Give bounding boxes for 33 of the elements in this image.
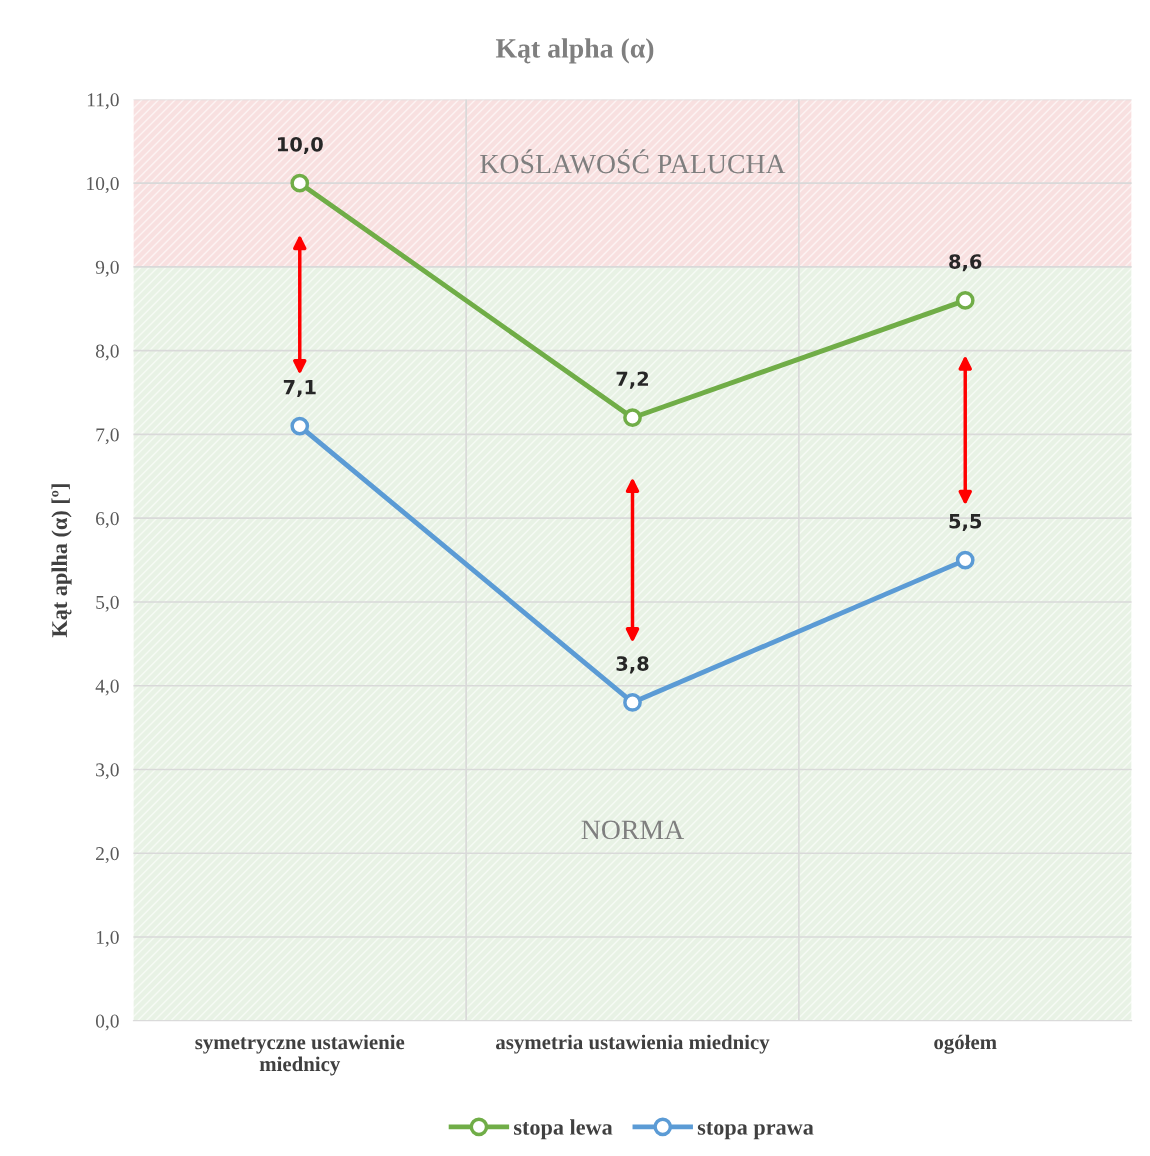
legend-label: stopa prawa xyxy=(697,1122,814,1140)
point xyxy=(290,173,310,193)
y-tick-label: 11,0 xyxy=(87,93,119,110)
y-tick-label: 0,0 xyxy=(95,1014,119,1031)
data-label: 10,0 xyxy=(277,136,323,155)
point xyxy=(290,416,310,436)
y-tick-label: 6,0 xyxy=(96,512,119,528)
y-axis-title: Kąt aplha (α) [º] xyxy=(51,484,72,638)
legend-label: stopa lewa xyxy=(514,1119,613,1140)
y-tick-label: 9,0 xyxy=(95,260,119,277)
point xyxy=(955,550,975,570)
y-tick-label: 4,0 xyxy=(95,679,119,696)
band-label: KOŚLAWOŚĆ PALUCHA xyxy=(480,149,786,174)
x-tick-label: symetryczne ustawienie miednicy xyxy=(195,1034,405,1076)
y-tick-label: 1,0 xyxy=(96,930,119,947)
y-tick-label: 2,0 xyxy=(96,847,119,863)
y-tick-label: 8,0 xyxy=(95,344,119,361)
chart-title: Kąt alpha (α) xyxy=(495,38,654,64)
x-tick-label: ogółem xyxy=(934,1034,997,1054)
y-tick-label: 10,0 xyxy=(87,176,119,193)
point xyxy=(955,291,975,310)
y-tick-label: 5,0 xyxy=(96,595,119,612)
data-label: 8,6 xyxy=(949,254,982,272)
data-label: 7,1 xyxy=(283,380,316,398)
y-tick-label: 3,0 xyxy=(96,763,119,780)
data-label: 5,5 xyxy=(949,514,982,532)
y-tick-label: 7,0 xyxy=(96,428,119,445)
data-label: 3,8 xyxy=(616,656,649,674)
band-label: NORMA xyxy=(581,820,684,840)
x-tick-label: asymetria ustawienia miednicy xyxy=(496,1034,770,1054)
point xyxy=(623,693,642,712)
point xyxy=(623,408,642,428)
data-label: 7,2 xyxy=(616,371,649,389)
